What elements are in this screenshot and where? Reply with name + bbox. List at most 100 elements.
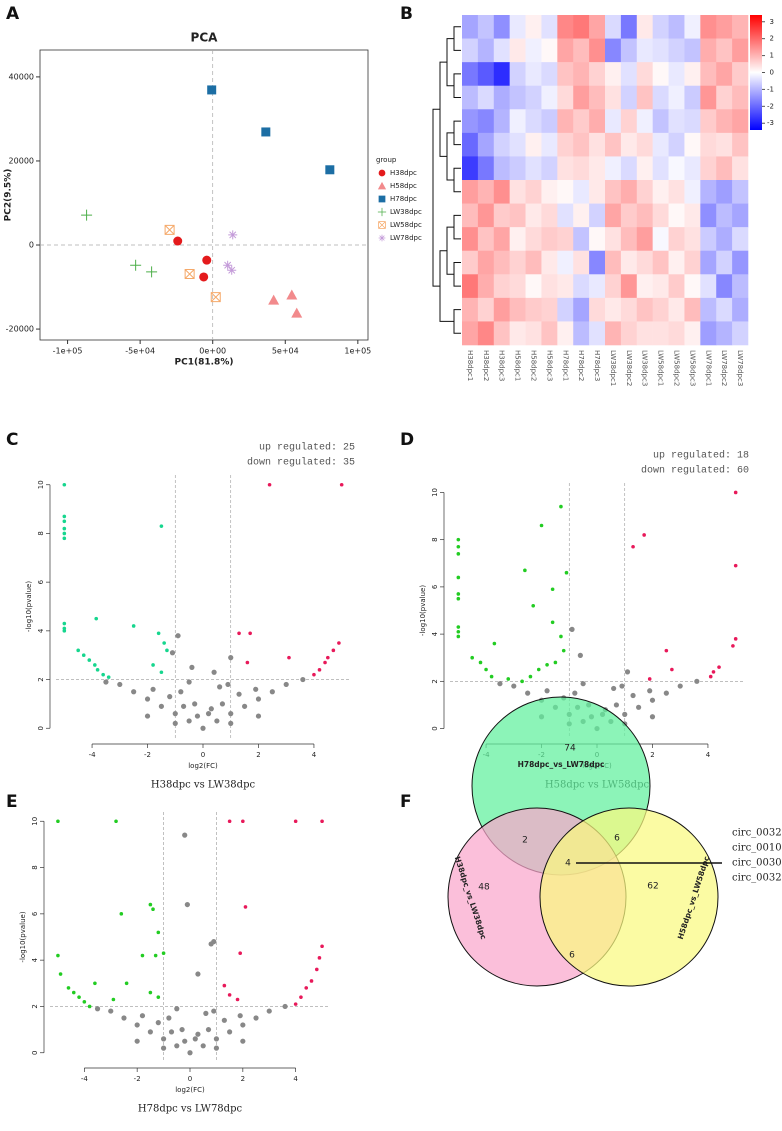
heatmap-cell (668, 203, 685, 228)
point (266, 1008, 272, 1014)
venn-count: 62 (647, 882, 658, 892)
heatmap-cell (525, 297, 542, 322)
heatmap-cell (652, 227, 669, 252)
heatmap-cell (509, 227, 526, 252)
heatmap-cell (557, 180, 574, 204)
point (572, 690, 578, 696)
y-tick-label: 10 (37, 480, 45, 489)
y-tick-label: 0 (31, 1051, 39, 1055)
point (611, 685, 617, 692)
heatmap-cell (541, 180, 558, 204)
heatmap-cell (732, 132, 749, 157)
heatmap-cell (716, 156, 733, 181)
heatmap-cell (668, 132, 685, 157)
point (62, 514, 67, 519)
y-tick-label: 6 (431, 584, 439, 589)
column-label: H58dpc3 (545, 350, 553, 381)
point (62, 519, 67, 524)
dendrogram (432, 26, 461, 334)
x-tick-label: 0 (188, 1075, 192, 1083)
heatmap-cell (462, 15, 479, 39)
y-tick-label: 6 (37, 579, 45, 584)
heatmap-cell (732, 227, 749, 252)
point (223, 260, 233, 270)
heatmap-cell (652, 109, 669, 134)
point (175, 633, 181, 639)
heatmap-cell (700, 297, 717, 322)
heatmap-cell (668, 180, 685, 204)
heatmap-cell (573, 15, 590, 39)
point (180, 703, 187, 709)
heatmap-cell (605, 15, 622, 39)
point (94, 1006, 101, 1012)
heatmap-cell (716, 203, 733, 228)
annotation: up regulated: 18 (653, 450, 749, 462)
heatmap-cell (716, 227, 733, 252)
circ-id: circ_0032760 (732, 873, 782, 884)
point (62, 536, 67, 541)
heatmap-cell (541, 203, 558, 228)
point (325, 165, 335, 175)
heatmap-cell (684, 109, 701, 134)
heatmap-cell (732, 85, 749, 110)
point (101, 672, 105, 677)
heatmap-cell (636, 321, 653, 346)
heatmap-cell (668, 250, 685, 275)
point (531, 603, 536, 608)
heatmap-cell (462, 321, 479, 346)
point (144, 696, 151, 702)
heatmap-cell (541, 132, 558, 157)
heatmap-cell (589, 297, 606, 322)
heatmap-cell (589, 180, 606, 204)
heatmap-cell (620, 85, 638, 110)
point (164, 224, 175, 235)
heatmap-cell (636, 109, 653, 134)
point (167, 694, 173, 700)
heatmap-cell (525, 321, 542, 346)
heatmap-cell (652, 62, 669, 87)
heatmap-cell (589, 227, 606, 252)
heatmap-cell (732, 156, 749, 181)
point (186, 679, 192, 685)
x-tick-label: 1e+05 (344, 347, 371, 356)
y-tick-label: 4 (37, 628, 45, 633)
x-tick-label: -5e+04 (125, 347, 155, 356)
point (267, 482, 272, 487)
heatmap-cell (509, 109, 526, 134)
x-tick-label: 4 (706, 751, 711, 759)
panel-label: D (400, 430, 414, 450)
heatmap-cell (668, 297, 685, 322)
heatmap-cell (493, 227, 510, 252)
point (253, 686, 259, 692)
point (708, 674, 713, 679)
point (205, 1026, 212, 1033)
point (564, 570, 569, 575)
point (456, 575, 461, 580)
heatmap-cell (493, 297, 510, 322)
legend-label: H78dpc (390, 195, 417, 203)
panel-label: E (6, 792, 18, 812)
point (150, 686, 156, 692)
point (293, 1002, 298, 1006)
column-label: H78dpc1 (561, 350, 569, 381)
point (222, 983, 227, 988)
heatmap-cell (636, 227, 653, 252)
point (670, 667, 674, 672)
y-axis-label: PC2(9.5%) (4, 169, 14, 222)
point (733, 490, 738, 495)
point (544, 688, 550, 694)
point (148, 990, 153, 995)
heatmap-cell (652, 132, 669, 157)
heatmap-cell (605, 156, 622, 181)
heatmap-cell (462, 203, 479, 228)
heatmap-cell (589, 132, 606, 157)
point (87, 1004, 92, 1009)
point (240, 1038, 246, 1044)
point (520, 679, 524, 684)
point (235, 997, 240, 1002)
y-tick-label: 2 (37, 677, 45, 681)
colorbar-tick-label: 3 (770, 18, 774, 26)
heatmap-cell (493, 180, 510, 204)
legend-label: LW78dpc (390, 234, 422, 242)
point (528, 674, 533, 679)
